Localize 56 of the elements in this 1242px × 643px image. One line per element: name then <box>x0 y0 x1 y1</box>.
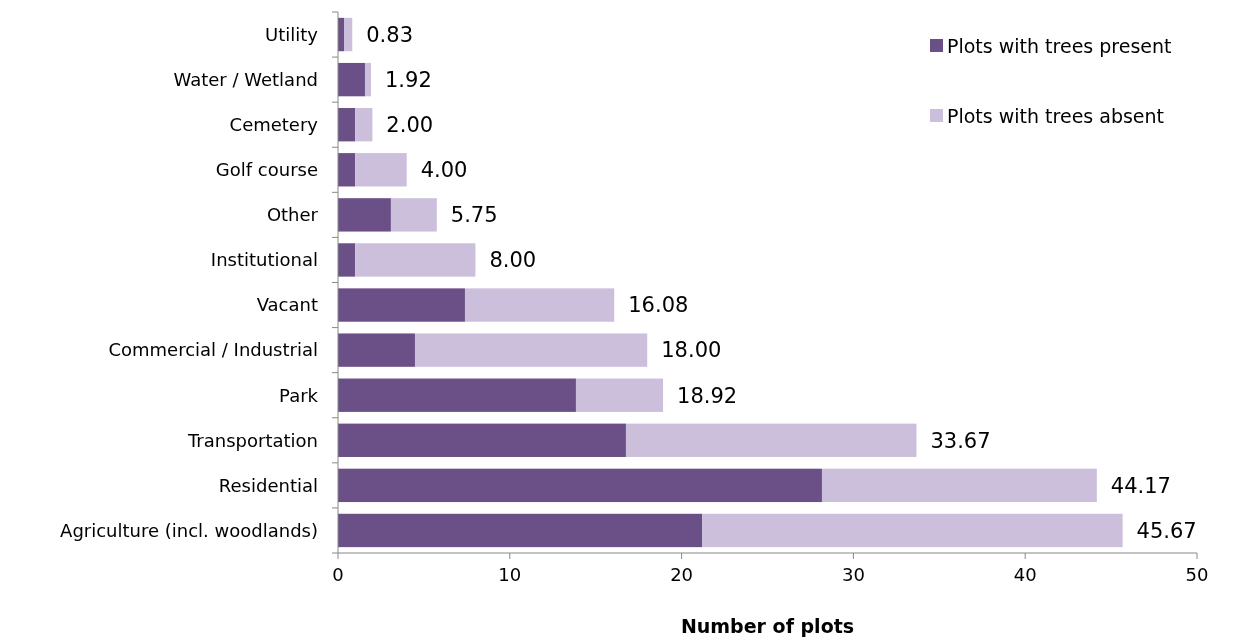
bar <box>338 333 415 367</box>
bar <box>338 153 356 187</box>
y-tick-label: Utility <box>265 23 319 45</box>
x-tick-label: 10 <box>498 564 522 585</box>
bar <box>821 468 1097 503</box>
y-tick-label: Commercial / Industrial <box>108 339 318 361</box>
total-label: 33.67 <box>930 428 991 453</box>
bar <box>338 378 576 412</box>
x-axis-title: Number of plots <box>680 615 855 637</box>
bar <box>338 62 365 97</box>
y-tick-label: Cemetery <box>229 114 319 136</box>
y-tick-label: Other <box>266 204 319 226</box>
total-label: 4.00 <box>420 158 468 183</box>
bar <box>390 198 437 232</box>
legend-label: Plots with trees present <box>947 34 1172 57</box>
x-tick-label: 30 <box>841 564 865 585</box>
bar <box>364 62 371 97</box>
bar <box>338 468 822 503</box>
total-label: 18.00 <box>661 338 722 363</box>
bar <box>355 153 407 187</box>
y-tick-label: Residential <box>218 474 318 496</box>
total-label: 0.83 <box>366 22 414 47</box>
y-tick-label: Transportation <box>187 429 318 451</box>
y-tick-label: Water / Wetland <box>173 68 318 90</box>
bar <box>338 243 356 277</box>
y-tick-label: Park <box>279 384 319 406</box>
x-tick-label: 40 <box>1013 564 1037 585</box>
y-tick-label: Golf course <box>215 159 318 181</box>
bar <box>338 198 391 232</box>
y-tick-label: Vacant <box>256 294 318 316</box>
x-tick-label: 50 <box>1185 564 1209 585</box>
bar <box>625 423 917 457</box>
bar <box>338 288 465 322</box>
bar <box>464 288 615 322</box>
bar <box>344 17 353 52</box>
total-label: 45.67 <box>1136 518 1197 543</box>
bar <box>338 108 356 142</box>
bar <box>702 513 1123 548</box>
total-label: 16.08 <box>628 293 689 318</box>
total-label: 44.17 <box>1110 473 1171 498</box>
x-tick-label: 20 <box>670 564 694 585</box>
total-label: 1.92 <box>384 67 432 92</box>
total-label: 18.92 <box>677 383 738 408</box>
bar <box>338 423 626 457</box>
legend-label: Plots with trees absent <box>947 104 1165 127</box>
x-tick-label: 0 <box>332 564 344 585</box>
total-label: 5.75 <box>450 203 498 228</box>
bar <box>355 108 373 142</box>
bar <box>575 378 664 412</box>
total-label: 8.00 <box>489 248 537 273</box>
total-label: 2.00 <box>386 113 434 138</box>
y-tick-label: Institutional <box>210 249 318 271</box>
bar <box>338 513 703 548</box>
bar <box>355 243 476 277</box>
y-tick-label: Agriculture (incl. woodlands) <box>60 519 318 541</box>
bar <box>414 333 648 367</box>
